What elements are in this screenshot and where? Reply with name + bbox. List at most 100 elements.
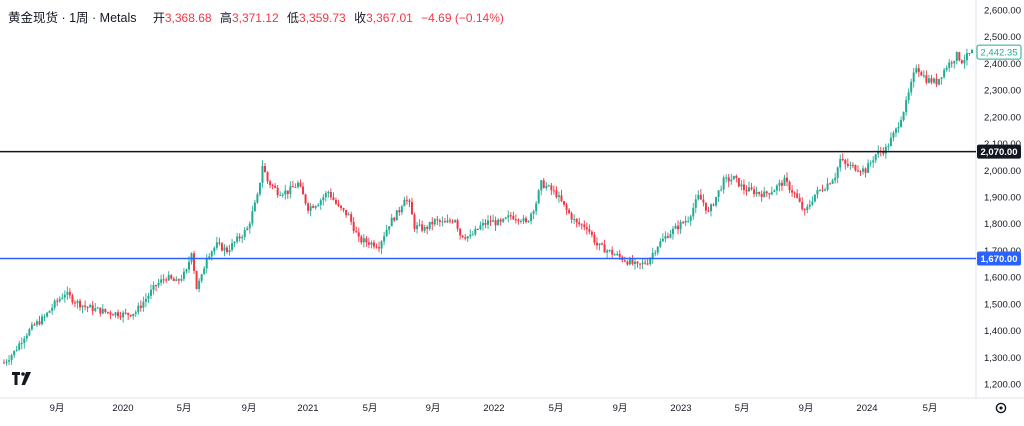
candle-body — [715, 196, 718, 206]
candle-body — [509, 215, 512, 217]
candle-body — [20, 343, 23, 345]
candle-body — [803, 209, 806, 211]
candle-body — [656, 246, 659, 253]
candle-body — [841, 158, 844, 160]
candle-body — [269, 181, 272, 185]
horizontal-lines-layer — [0, 150, 976, 260]
candle-body — [276, 187, 279, 196]
candle-body — [750, 187, 753, 190]
candle-body — [302, 186, 305, 195]
candle-body — [598, 243, 601, 246]
candle-body — [689, 216, 692, 221]
candle-body — [109, 312, 112, 315]
candle-body — [742, 184, 745, 191]
candles-layer — [3, 48, 973, 366]
candle-body — [727, 177, 730, 182]
candle-body — [258, 182, 261, 195]
candle-body — [626, 261, 629, 265]
candle-body — [18, 343, 21, 350]
candle-body — [410, 201, 413, 215]
candle-body — [117, 312, 120, 317]
candle-body — [806, 206, 809, 211]
candle-body — [588, 229, 591, 232]
x-axis-tick-label: 2020 — [112, 403, 133, 414]
close-label: 收 — [354, 11, 367, 25]
settings-gear-icon[interactable] — [994, 401, 1008, 420]
candle-body — [3, 362, 5, 364]
candle-body — [63, 294, 66, 298]
candle-body — [755, 191, 758, 195]
candle-body — [362, 238, 365, 243]
time-axis[interactable]: 9月 2020 5月 9月 2021 5月 9月 2022 5月 9月 2023 5月 9月 2024 5月 — [50, 403, 938, 414]
candle-body — [522, 218, 525, 222]
candle-body — [930, 78, 933, 83]
candle-body — [530, 213, 533, 221]
candle-body — [73, 302, 76, 304]
candle-body — [395, 210, 398, 221]
candle-body — [294, 186, 297, 188]
candle-body — [735, 175, 738, 178]
horizontal-line-label: 2,070.00 — [981, 147, 1018, 158]
tradingview-logo-icon[interactable] — [12, 372, 34, 391]
candle-body — [573, 218, 576, 220]
candle-body — [679, 222, 682, 230]
candle-body — [246, 228, 249, 231]
candle-body — [910, 81, 913, 93]
y-axis-tick-label: 2,500.00 — [984, 32, 1021, 43]
candle-body — [737, 177, 740, 187]
candle-body — [732, 175, 735, 180]
candle-body — [347, 214, 350, 216]
candle-body — [633, 261, 636, 264]
candle-body — [623, 260, 626, 262]
candle-body — [431, 221, 434, 225]
candle-body — [106, 311, 109, 313]
candle-body — [958, 52, 961, 61]
candle-body — [666, 236, 669, 238]
candle-body — [545, 185, 548, 188]
candle-body — [753, 189, 756, 195]
candle-body — [844, 159, 847, 164]
candle-body — [580, 224, 583, 226]
candle-body — [58, 298, 61, 302]
candle-body — [157, 282, 160, 286]
candle-body — [821, 189, 824, 191]
candle-body — [575, 218, 578, 223]
candle-body — [570, 213, 573, 220]
candle-body — [198, 280, 201, 290]
candle-body — [943, 69, 946, 78]
candle-body — [489, 220, 492, 222]
candle-body — [241, 237, 244, 239]
candle-body — [79, 300, 82, 308]
candle-body — [223, 247, 226, 251]
candle-body — [902, 112, 905, 121]
candle-body — [165, 279, 168, 281]
x-axis-tick-label: 9月 — [426, 403, 441, 414]
candle-body — [829, 183, 832, 185]
x-axis-tick-label: 5月 — [363, 403, 378, 414]
candle-body — [324, 193, 327, 198]
candle-body — [190, 253, 193, 262]
candle-body — [180, 278, 183, 281]
symbol-title[interactable]: 黄金现货 · 1周 · Metals — [8, 11, 137, 25]
candle-body — [421, 224, 424, 231]
last-price-label-bg — [976, 44, 1022, 60]
candle-body — [887, 145, 890, 147]
candle-body — [618, 253, 621, 257]
candle-body — [15, 349, 18, 351]
candle-body — [264, 166, 267, 173]
candle-body — [583, 224, 586, 228]
candle-body — [127, 313, 130, 315]
candle-body — [616, 253, 619, 255]
candle-body — [160, 279, 163, 283]
candle-body — [593, 234, 596, 243]
y-axis-tick-label: 2,300.00 — [984, 86, 1021, 97]
candle-body — [149, 289, 152, 296]
candle-body — [400, 206, 403, 213]
candle-body — [547, 185, 550, 187]
price-axis[interactable]: 2,600.00 2,500.00 2,400.00 2,300.00 2,200.00… — [984, 6, 1021, 391]
candle-body — [494, 220, 497, 226]
candle-body — [203, 268, 206, 275]
candle-body — [76, 300, 79, 304]
